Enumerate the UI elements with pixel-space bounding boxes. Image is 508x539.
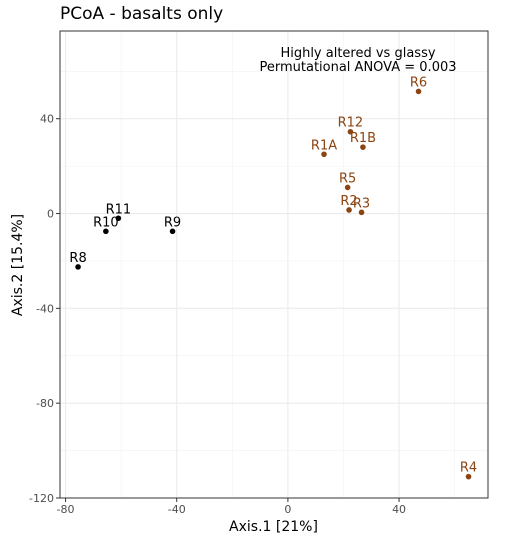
chart-title: PCoA - basalts only xyxy=(60,4,223,24)
data-point-r9 xyxy=(169,228,176,235)
panel-border xyxy=(59,30,489,499)
data-point-r2 xyxy=(346,207,352,213)
point-label-r2: R2 xyxy=(340,194,357,209)
point-label-r5: R5 xyxy=(339,171,356,186)
data-point-r1b xyxy=(360,144,366,150)
point-label-r1b: R1B xyxy=(350,131,376,146)
data-point-r11 xyxy=(115,215,122,222)
point-label-r4: R4 xyxy=(460,461,477,476)
data-point-r3 xyxy=(358,209,365,216)
point-label-r8: R8 xyxy=(69,251,86,266)
data-point-r12 xyxy=(347,128,354,135)
point-label-r6: R6 xyxy=(410,75,427,90)
y-tick-label: -80 xyxy=(36,397,54,410)
x-tick-label: 40 xyxy=(392,503,406,516)
point-label-r3: R3 xyxy=(353,196,370,211)
x-tick-label: -80 xyxy=(57,503,75,516)
data-point-r8 xyxy=(75,264,81,270)
point-label-r11: R11 xyxy=(106,202,132,217)
data-point-r5 xyxy=(344,184,351,191)
data-point-r6 xyxy=(415,88,422,95)
x-tick-label: 0 xyxy=(284,503,291,516)
y-tick-label: 0 xyxy=(47,208,54,221)
point-label-r1a: R1A xyxy=(311,138,337,153)
y-axis-label: Axis.2 [15.4%] xyxy=(10,214,26,316)
y-tick-label: 40 xyxy=(40,113,54,126)
x-axis-label: Axis.1 [21%] xyxy=(229,519,318,535)
x-tick-label: -40 xyxy=(168,503,186,516)
point-label-r12: R12 xyxy=(338,116,364,131)
data-point-r4 xyxy=(465,473,472,480)
annotation-line-2: Permutational ANOVA = 0.003 xyxy=(259,60,456,75)
y-tick-label: -40 xyxy=(36,302,54,315)
grid xyxy=(60,31,488,499)
data-point-r10 xyxy=(103,228,109,235)
annotation-line-1: Highly altered vs glassy xyxy=(280,46,435,61)
y-tick-label: -120 xyxy=(29,492,54,505)
data-point-r1a xyxy=(321,151,327,158)
point-label-r9: R9 xyxy=(164,215,181,230)
point-label-r10: R10 xyxy=(93,215,119,230)
